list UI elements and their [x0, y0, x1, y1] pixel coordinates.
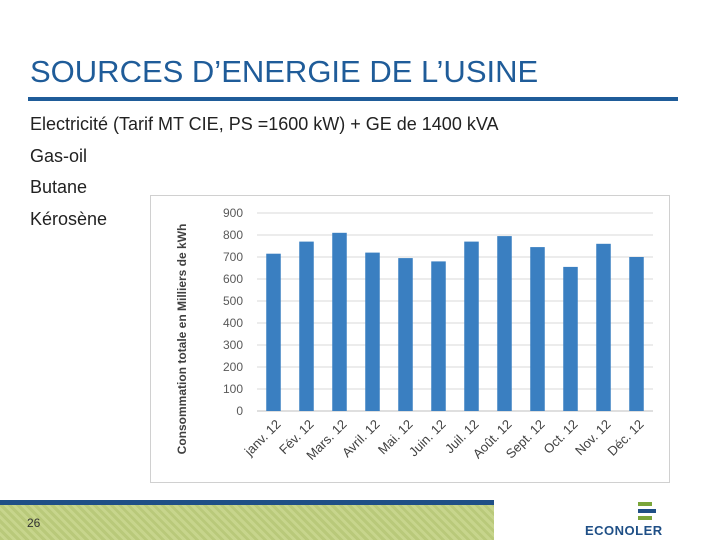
bar [266, 253, 281, 411]
y-axis-label: Consommation totale en Milliers de kWh [175, 224, 189, 455]
y-tick-label: 0 [236, 404, 243, 418]
bar [530, 247, 545, 411]
chart: Consommation totale en Milliers de kWh 0… [150, 195, 670, 483]
y-tick-label: 900 [223, 206, 243, 220]
bar [398, 258, 413, 411]
y-tick-label: 700 [223, 250, 243, 264]
bar [563, 266, 578, 411]
y-tick-label: 500 [223, 294, 243, 308]
y-tick-label: 400 [223, 316, 243, 330]
page-number: 26 [27, 516, 41, 530]
bar [431, 261, 446, 411]
bullet: Butane [30, 177, 88, 197]
bar [299, 241, 314, 411]
footer [0, 500, 494, 540]
bar [596, 243, 611, 411]
bar [464, 241, 479, 411]
logo: ECONOLER [585, 523, 663, 538]
y-tick-label: 800 [223, 228, 243, 242]
y-tick-label: 100 [223, 382, 243, 396]
y-tick-label: 200 [223, 360, 243, 374]
slide-title: SOURCES D’ENERGIE DE L’USINE [30, 54, 539, 89]
bullet: Kérosène [30, 209, 108, 229]
bar [629, 257, 644, 411]
bar [332, 232, 347, 411]
y-tick-label: 600 [223, 272, 243, 286]
bullet: Gas-oil [30, 146, 88, 166]
bar [365, 252, 380, 411]
title-rule [28, 97, 678, 101]
bar [497, 236, 512, 411]
logo-icon [638, 502, 656, 520]
bullet: Electricité (Tarif MT CIE, PS =1600 kW) … [30, 114, 499, 134]
y-tick-label: 300 [223, 338, 243, 352]
